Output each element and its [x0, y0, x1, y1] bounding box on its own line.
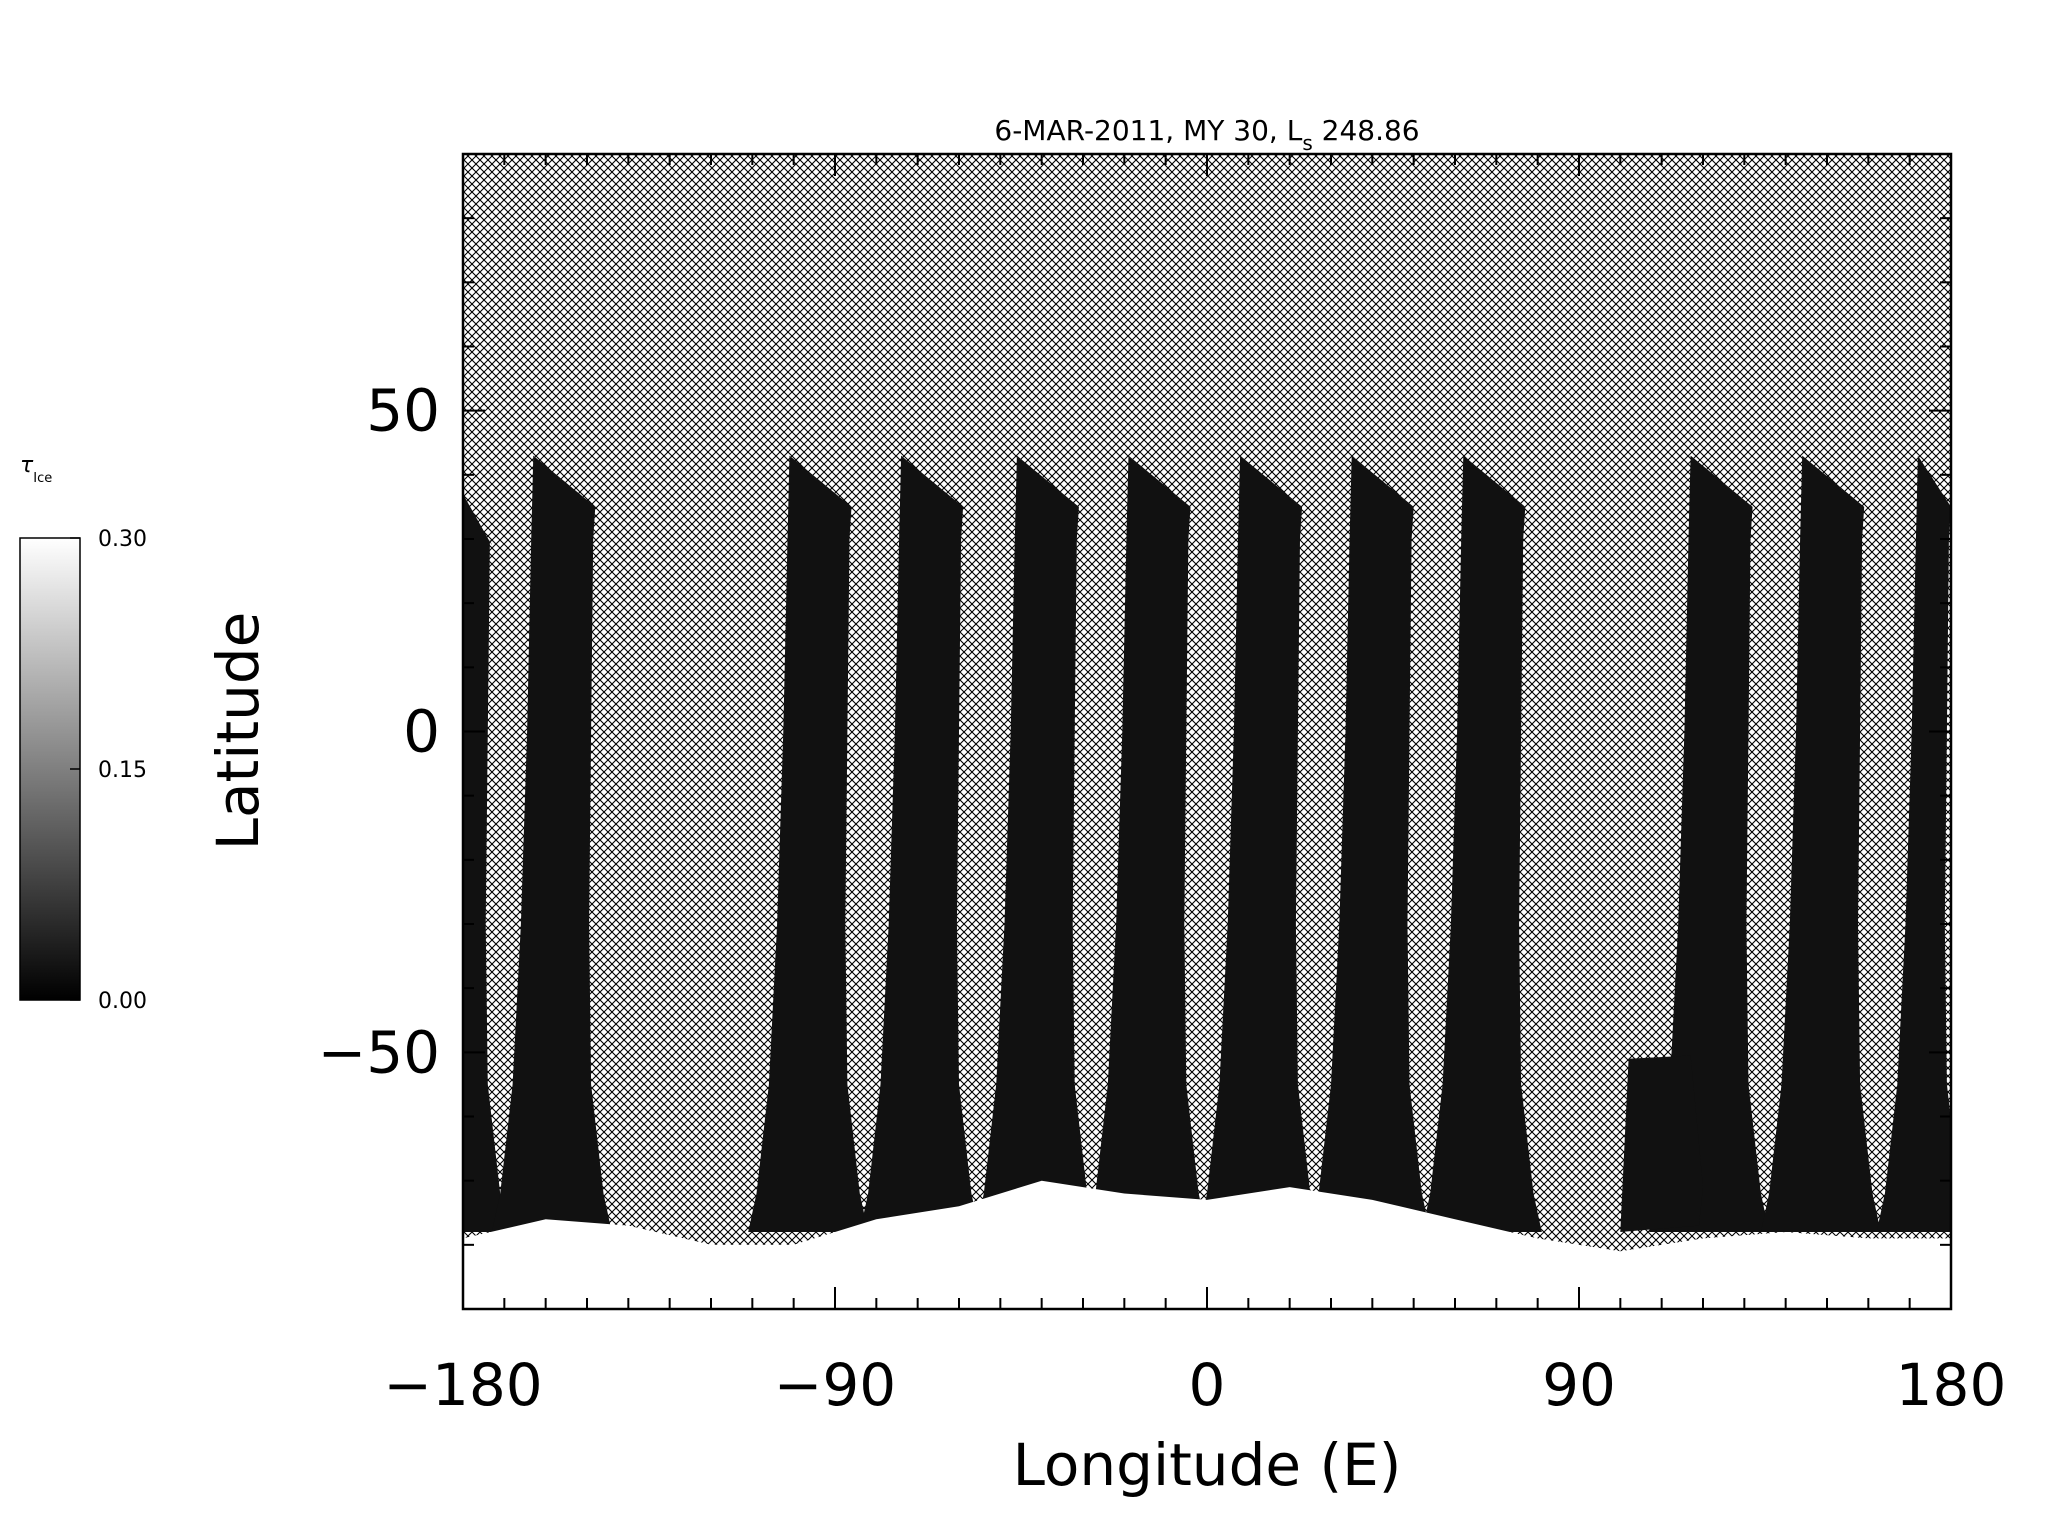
y-tick-label: 0: [403, 698, 440, 766]
x-tick-label: 0: [1189, 1351, 1226, 1419]
observation-block: [1620, 1055, 1703, 1232]
title-ls-letter: L: [1287, 114, 1303, 147]
title-ls-value: 248.86: [1313, 114, 1420, 147]
polar-cloud-area: [463, 1180, 1951, 1309]
swath-3: [748, 455, 869, 1233]
swath-6: [1087, 455, 1207, 1233]
y-tick-label: 50: [366, 377, 440, 445]
swath-9: [1421, 455, 1542, 1233]
colorbar-tick-label: 0.00: [98, 989, 147, 1014]
colorbar: τIce 0.00 0.15 0.30: [19, 453, 147, 1014]
swath-5: [975, 455, 1096, 1233]
axis-ticks: [462, 153, 1952, 1310]
x-tick-label: 90: [1542, 1351, 1616, 1419]
swath-7: [1198, 455, 1319, 1233]
plot-area: [463, 154, 1951, 1309]
y-tick-label: −50: [318, 1018, 440, 1086]
colorbar-label: τIce: [20, 453, 52, 486]
swath-12: [1876, 455, 1951, 1232]
colorbar-tick-label: 0.15: [98, 758, 147, 783]
polar-ice-cloud: [463, 1180, 1951, 1309]
x-tick-label: −90: [774, 1351, 896, 1419]
title-ls-subscript: s: [1302, 131, 1312, 155]
x-tick-label: 180: [1896, 1351, 2007, 1419]
colorbar-tick-label: 0.30: [98, 527, 147, 552]
y-tick-labels: −50 0 50: [318, 377, 440, 1087]
observation-swaths: [463, 455, 1951, 1233]
x-tick-label: −180: [383, 1351, 542, 1419]
chart-title: 6-MAR-2011, MY 30, Ls 248.86: [994, 114, 1419, 155]
colorbar-label-subscript: Ice: [33, 471, 52, 486]
title-prefix: 6-MAR-2011, MY 30,: [994, 114, 1286, 147]
swath-4: [859, 455, 980, 1233]
colorbar-label-symbol: τ: [20, 453, 34, 478]
x-axis-label: Longitude (E): [1013, 1431, 1402, 1499]
swath-10: [1649, 455, 1770, 1233]
swath-11: [1760, 455, 1881, 1233]
swath-2: [491, 455, 612, 1233]
block-region: [1620, 1055, 1703, 1232]
y-axis-label: Latitude: [204, 612, 272, 851]
colorbar-ticks: 0.00 0.15 0.30: [70, 527, 147, 1014]
swath-8: [1310, 455, 1431, 1233]
x-tick-labels: −180 −90 0 90 180: [383, 1351, 2006, 1419]
swath-1: [463, 494, 509, 1232]
